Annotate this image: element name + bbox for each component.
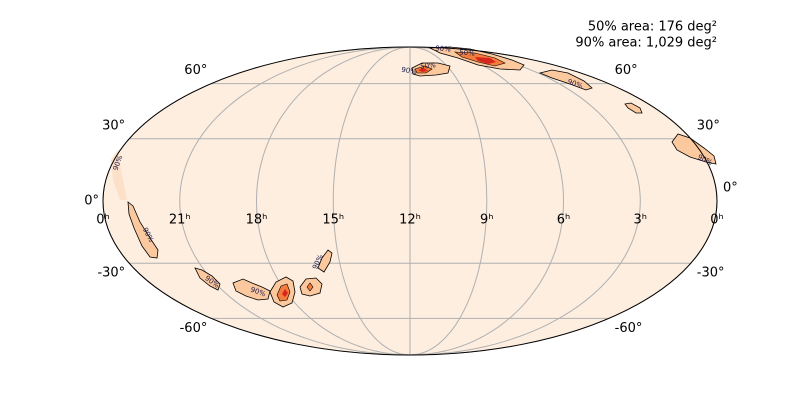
region-core: [418, 68, 428, 72]
region-90: [127, 201, 159, 259]
ra-tick-label: 0ʰ: [710, 213, 724, 228]
dec-tick-label: -30°: [97, 266, 125, 281]
dec-tick-label: 30°: [102, 118, 125, 133]
dec-tick-label: 0°: [723, 181, 738, 196]
contour-label: 50%: [459, 48, 476, 57]
ra-tick-label: 15ʰ: [322, 213, 344, 228]
dec-tick-label: -60°: [180, 321, 208, 336]
faint-region: [111, 150, 127, 200]
dec-tick-label: 30°: [697, 118, 720, 133]
dec-tick-label: 60°: [184, 63, 207, 78]
map-outline: [102, 46, 718, 356]
ra-tick-label: 21ʰ: [169, 213, 191, 228]
probability-regions: [111, 46, 717, 308]
ra-tick-label: 3ʰ: [633, 213, 647, 228]
region-core: [475, 57, 496, 64]
region-90: [232, 278, 271, 301]
ra-tick-label: 0ʰ: [96, 213, 110, 228]
region-90: [671, 133, 717, 165]
dec-tick-label: 60°: [615, 63, 638, 78]
region-core: [282, 289, 288, 297]
region-90: [624, 102, 643, 114]
dec-tick-label: -30°: [697, 266, 725, 281]
contour-label: 50%: [420, 61, 437, 70]
ra-tick-label: 12ʰ: [399, 213, 421, 228]
region-90: [317, 249, 333, 273]
region-90: [194, 267, 221, 291]
dec-tick-label: -60°: [615, 321, 643, 336]
region-50: [306, 282, 314, 292]
ra-tick-label: 18ʰ: [246, 213, 268, 228]
annotation: 50% area: 176 deg²: [588, 20, 717, 35]
ra-tick-label: 6ʰ: [557, 213, 571, 228]
ra-tick-label: 9ʰ: [480, 213, 494, 228]
contour-label: 90%: [435, 44, 452, 53]
annotation: 90% area: 1,029 deg²: [575, 36, 717, 51]
dec-tick-label: 0°: [84, 194, 99, 209]
contour-label: 90%: [401, 66, 418, 77]
region-90: [538, 69, 593, 91]
